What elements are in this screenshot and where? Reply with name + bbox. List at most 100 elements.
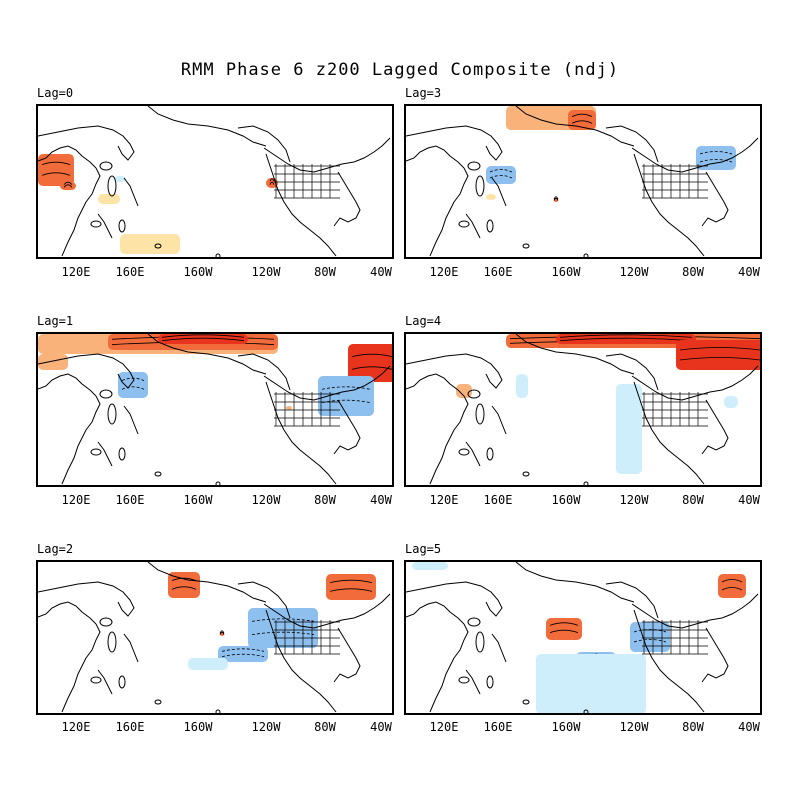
anomaly-shading bbox=[676, 340, 760, 370]
lon-ticks-lag4: 120E 160E 160W 120W 80W 40W bbox=[404, 493, 762, 509]
island-outline bbox=[118, 447, 126, 461]
contour-line bbox=[549, 629, 579, 634]
contour-line bbox=[633, 629, 667, 633]
panel-label-lag3: Lag=3 bbox=[405, 86, 442, 100]
island-outline bbox=[215, 709, 221, 713]
island-outline bbox=[99, 161, 113, 171]
coastline bbox=[38, 373, 101, 485]
lon-tick-label: 120W bbox=[619, 720, 649, 734]
coastline bbox=[38, 125, 135, 161]
coastline bbox=[237, 353, 291, 391]
map-panel-lag2 bbox=[36, 560, 394, 715]
contour-line bbox=[63, 181, 73, 185]
coastline bbox=[491, 405, 507, 435]
anomaly-shading bbox=[630, 622, 670, 652]
contour-line bbox=[171, 586, 197, 590]
coastline bbox=[237, 125, 291, 163]
island-outline bbox=[107, 631, 117, 653]
coastline bbox=[237, 581, 291, 619]
coastline bbox=[265, 609, 337, 713]
coastline bbox=[605, 353, 659, 391]
contour-line bbox=[269, 178, 275, 182]
contour-line bbox=[351, 353, 392, 358]
contour-line bbox=[633, 639, 667, 643]
lon-ticks-lag2: 120E 160E 160W 120W 80W 40W bbox=[36, 720, 394, 736]
coastline bbox=[38, 581, 135, 617]
anomaly-shading bbox=[696, 146, 736, 170]
coastline bbox=[631, 365, 759, 401]
contour-line bbox=[251, 631, 315, 636]
coastline bbox=[333, 171, 361, 227]
coastline bbox=[515, 562, 635, 603]
anomaly-shading bbox=[724, 396, 738, 408]
contour-line bbox=[489, 169, 513, 173]
contour-line bbox=[553, 197, 559, 201]
lon-tick-label: 40W bbox=[738, 720, 760, 734]
lon-tick-label: 160E bbox=[483, 265, 513, 279]
anomaly-shading bbox=[318, 376, 374, 416]
coastline bbox=[605, 125, 659, 163]
lon-tick-label: 40W bbox=[738, 265, 760, 279]
contour-line bbox=[219, 630, 225, 634]
map-canvas bbox=[406, 106, 759, 257]
coastline bbox=[123, 633, 139, 663]
lon-tick-label: 120W bbox=[619, 493, 649, 507]
contour-line bbox=[721, 587, 743, 591]
coastline bbox=[633, 381, 705, 485]
coastline bbox=[97, 213, 113, 239]
coastline bbox=[333, 627, 361, 683]
anomaly-shading bbox=[412, 562, 448, 570]
lon-tick-label: 80W bbox=[314, 265, 336, 279]
island-outline bbox=[215, 481, 221, 485]
lon-tick-label: 160W bbox=[183, 493, 213, 507]
contour-line bbox=[559, 337, 693, 342]
coastline bbox=[265, 381, 337, 485]
anomaly-shading bbox=[248, 608, 318, 648]
lon-tick-label: 160W bbox=[551, 720, 581, 734]
contour-line bbox=[329, 588, 373, 592]
contour-line bbox=[549, 622, 579, 626]
contour-line bbox=[251, 618, 315, 622]
lon-tick-label: 160E bbox=[115, 265, 145, 279]
anomaly-shading bbox=[556, 334, 696, 344]
lon-tick-label: 40W bbox=[738, 493, 760, 507]
island-outline bbox=[99, 617, 113, 627]
coastline bbox=[631, 137, 759, 173]
coastline bbox=[633, 609, 705, 713]
lon-tick-label: 40W bbox=[370, 265, 392, 279]
island-outline bbox=[118, 675, 126, 689]
island-outline bbox=[107, 175, 117, 197]
lon-tick-label: 120W bbox=[619, 265, 649, 279]
panel-label-lag5: Lag=5 bbox=[405, 542, 442, 556]
lon-tick-label: 120E bbox=[61, 720, 91, 734]
coastline bbox=[123, 405, 139, 435]
island-outline bbox=[522, 243, 530, 249]
lon-tick-label: 160W bbox=[551, 265, 581, 279]
island-outline bbox=[154, 471, 162, 477]
lon-tick-label: 40W bbox=[370, 720, 392, 734]
lon-tick-label: 160E bbox=[115, 493, 145, 507]
anomaly-shading bbox=[486, 166, 516, 184]
anomaly-shading bbox=[546, 618, 582, 640]
lon-ticks-lag1: 120E 160E 160W 120W 80W 40W bbox=[36, 493, 394, 509]
lon-tick-label: 120E bbox=[61, 493, 91, 507]
map-canvas bbox=[38, 106, 391, 257]
contour-line bbox=[559, 334, 693, 338]
panel-label-lag4: Lag=4 bbox=[405, 314, 442, 328]
coastline bbox=[97, 441, 113, 467]
coastline bbox=[147, 334, 267, 375]
coastline bbox=[263, 137, 391, 173]
anomaly-shading bbox=[486, 194, 496, 200]
contour-line bbox=[721, 579, 743, 583]
coastline bbox=[491, 633, 507, 663]
map-panel-lag1 bbox=[36, 332, 394, 487]
lon-tick-label: 160E bbox=[115, 720, 145, 734]
panel-label-lag1: Lag=1 bbox=[37, 314, 74, 328]
lon-tick-label: 120E bbox=[429, 720, 459, 734]
contour-line bbox=[221, 653, 265, 658]
island-outline bbox=[90, 220, 102, 228]
lon-tick-label: 120W bbox=[251, 720, 281, 734]
anomaly-shading bbox=[326, 574, 376, 600]
lon-tick-label: 80W bbox=[682, 493, 704, 507]
coastline bbox=[333, 399, 361, 455]
